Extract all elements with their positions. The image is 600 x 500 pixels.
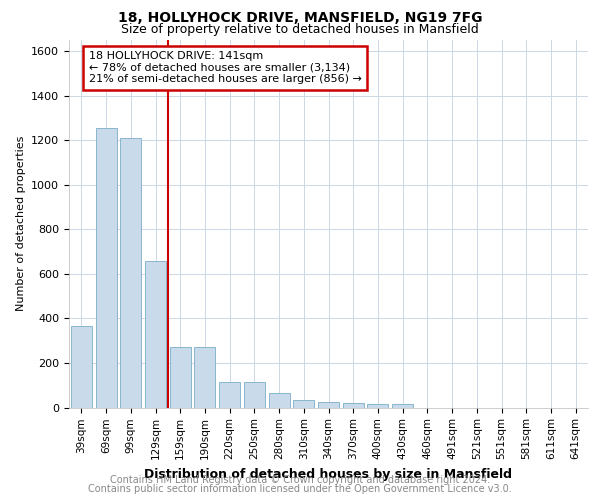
Text: Contains HM Land Registry data © Crown copyright and database right 2024.: Contains HM Land Registry data © Crown c…	[110, 475, 490, 485]
Bar	[145, 260, 166, 408]
Bar	[367, 404, 388, 407]
Text: 18 HOLLYHOCK DRIVE: 141sqm
← 78% of detached houses are smaller (3,134)
21% of s: 18 HOLLYHOCK DRIVE: 141sqm ← 78% of deta…	[89, 51, 362, 84]
X-axis label: Distribution of detached houses by size in Mansfield: Distribution of detached houses by size …	[145, 468, 512, 480]
Bar	[120, 138, 141, 407]
Bar	[269, 393, 290, 407]
Y-axis label: Number of detached properties: Number of detached properties	[16, 136, 26, 312]
Text: Contains public sector information licensed under the Open Government Licence v3: Contains public sector information licen…	[88, 484, 512, 494]
Bar	[318, 402, 339, 407]
Bar	[170, 348, 191, 408]
Bar	[293, 400, 314, 407]
Bar	[219, 382, 240, 407]
Text: Size of property relative to detached houses in Mansfield: Size of property relative to detached ho…	[121, 22, 479, 36]
Bar	[244, 382, 265, 407]
Bar	[392, 404, 413, 407]
Bar	[71, 326, 92, 407]
Bar	[194, 348, 215, 408]
Bar	[343, 403, 364, 407]
Text: 18, HOLLYHOCK DRIVE, MANSFIELD, NG19 7FG: 18, HOLLYHOCK DRIVE, MANSFIELD, NG19 7FG	[118, 11, 482, 25]
Bar	[95, 128, 116, 407]
